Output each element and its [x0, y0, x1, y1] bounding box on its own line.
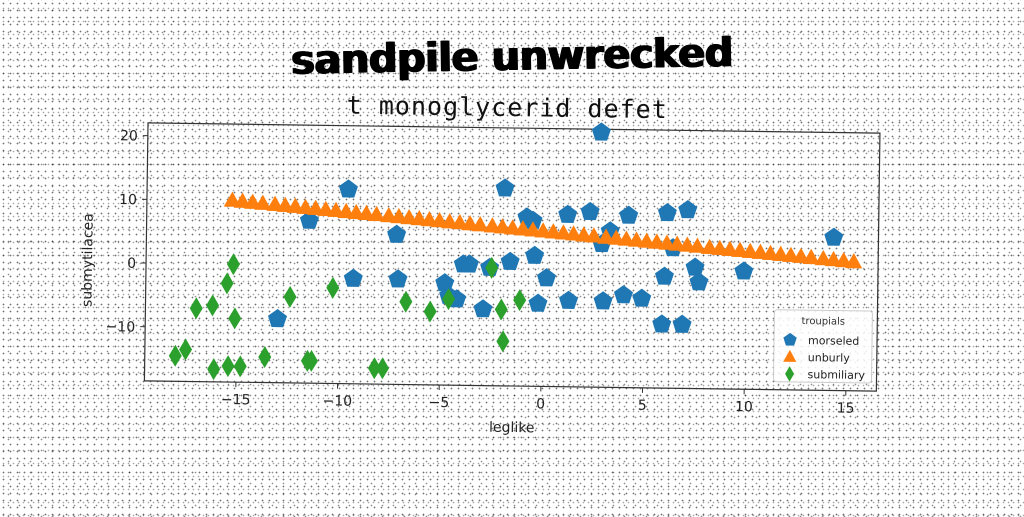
x-tick-label: −5	[429, 395, 450, 411]
point-submiliary	[258, 346, 271, 368]
point-submiliary	[220, 272, 233, 294]
point-morseled	[685, 257, 704, 275]
x-tick-label: −10	[322, 393, 352, 409]
y-axis-label: submytilacea	[79, 213, 96, 307]
point-submiliary	[221, 355, 234, 377]
legend-title: troupials	[801, 316, 845, 328]
point-submiliary	[399, 291, 412, 313]
x-tick-label: −15	[221, 392, 251, 408]
x-tick-label: 15	[837, 401, 855, 417]
chart-title: t monoglycerid defet	[347, 91, 668, 124]
point-morseled	[528, 293, 547, 311]
point-submiliary	[227, 253, 240, 275]
point-morseled	[339, 179, 358, 197]
point-morseled	[344, 269, 363, 287]
y-tick-label: 10	[119, 192, 137, 208]
legend-label-morseled: morseled	[808, 334, 859, 348]
series-unburly	[223, 191, 863, 268]
point-morseled	[632, 288, 651, 306]
point-morseled	[614, 285, 633, 303]
point-morseled	[525, 246, 544, 264]
point-morseled	[658, 203, 677, 221]
point-morseled	[678, 200, 697, 218]
point-morseled	[558, 205, 577, 223]
legend: troupials morseled unburly submiliary	[773, 310, 872, 383]
point-morseled	[672, 315, 691, 333]
point-morseled	[592, 122, 611, 140]
point-morseled	[495, 178, 514, 196]
point-submiliary	[234, 355, 247, 377]
marks-layer	[168, 116, 864, 389]
point-morseled	[619, 205, 638, 223]
point-submiliary	[496, 330, 509, 352]
legend-label-submiliary: submiliary	[807, 368, 865, 382]
legend-label-unburly: unburly	[808, 351, 851, 365]
point-submiliary	[228, 307, 241, 329]
point-morseled	[593, 291, 612, 309]
point-morseled	[652, 314, 671, 332]
point-morseled	[559, 291, 578, 309]
point-morseled	[537, 268, 556, 286]
series-morseled	[268, 118, 845, 335]
point-morseled	[387, 225, 406, 243]
x-tick-label: 10	[735, 399, 753, 415]
point-submiliary	[190, 297, 203, 319]
point-submiliary	[326, 277, 339, 299]
point-morseled	[655, 266, 674, 284]
x-axis-label: leglike	[489, 420, 535, 437]
point-submiliary	[283, 286, 296, 308]
point-morseled	[501, 252, 520, 270]
point-morseled	[581, 202, 600, 220]
point-morseled	[388, 269, 407, 287]
x-tick-label: 5	[638, 398, 647, 414]
x-tick-label: 0	[536, 396, 545, 412]
y-tick-label: 0	[127, 256, 136, 272]
point-morseled	[734, 261, 753, 279]
point-morseled	[268, 309, 287, 327]
point-submiliary	[513, 289, 526, 311]
point-submiliary	[207, 358, 220, 380]
point-submiliary	[206, 294, 219, 316]
point-submiliary	[423, 300, 436, 322]
point-morseled	[824, 227, 843, 245]
point-submiliary	[495, 298, 508, 320]
y-tick-label: −10	[106, 319, 136, 335]
point-morseled	[473, 299, 492, 317]
y-tick-label: 20	[120, 128, 138, 144]
point-submiliary	[376, 357, 389, 379]
